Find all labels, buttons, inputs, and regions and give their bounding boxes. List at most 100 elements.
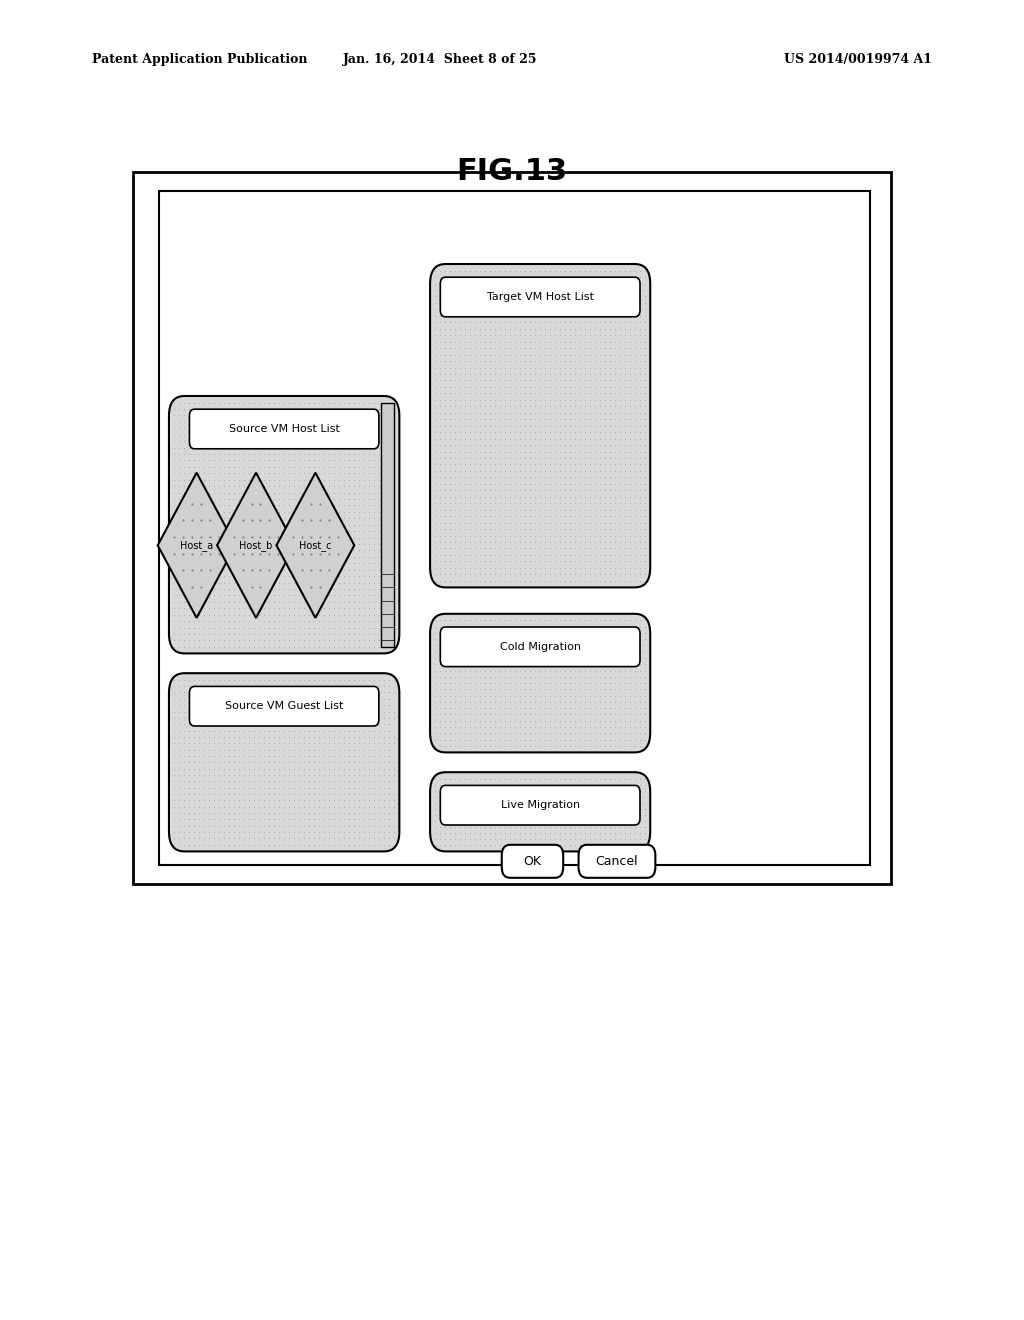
Point	[301, 430, 317, 451]
Point	[542, 286, 558, 308]
Point	[562, 421, 579, 442]
Point	[366, 488, 382, 510]
Point	[492, 325, 508, 346]
Point	[442, 635, 459, 656]
Point	[196, 623, 212, 644]
Point	[356, 502, 373, 523]
Point	[166, 739, 182, 760]
Point	[582, 370, 598, 391]
Point	[497, 376, 513, 397]
Point	[562, 441, 579, 462]
Point	[356, 676, 373, 697]
Point	[527, 834, 544, 855]
Point	[597, 492, 613, 513]
Point	[572, 338, 589, 359]
Point	[632, 616, 648, 638]
Point	[286, 789, 302, 810]
Point	[366, 565, 382, 586]
Point	[331, 430, 347, 451]
Point	[557, 325, 573, 346]
Point	[597, 383, 613, 404]
Point	[607, 519, 624, 540]
Point	[627, 816, 643, 837]
Point	[241, 746, 257, 767]
Point	[477, 834, 494, 855]
Point	[482, 834, 499, 855]
Point	[442, 710, 459, 731]
Point	[226, 636, 243, 657]
Point	[452, 828, 468, 849]
Point	[346, 424, 362, 445]
Point	[427, 447, 443, 469]
Point	[512, 564, 528, 585]
Point	[572, 622, 589, 643]
Point	[567, 363, 584, 384]
Point	[356, 669, 373, 690]
Point	[482, 768, 499, 789]
Point	[542, 414, 558, 436]
Point	[171, 417, 187, 438]
Point	[567, 735, 584, 756]
Point	[276, 803, 293, 824]
Point	[487, 616, 504, 638]
Point	[597, 610, 613, 631]
Point	[557, 544, 573, 565]
Point	[311, 475, 328, 496]
Point	[552, 678, 568, 700]
Point	[547, 260, 563, 281]
Point	[166, 821, 182, 842]
Point	[286, 572, 302, 593]
Point	[231, 605, 248, 626]
Point	[622, 685, 638, 706]
Point	[296, 457, 312, 478]
Point	[607, 267, 624, 288]
Point	[452, 356, 468, 378]
Point	[176, 546, 193, 568]
Point	[326, 560, 342, 581]
Point	[386, 708, 402, 729]
Point	[437, 428, 454, 449]
Point	[261, 430, 278, 451]
Point	[522, 292, 539, 313]
Point	[231, 430, 248, 451]
Point	[376, 572, 392, 593]
Point	[457, 570, 473, 591]
Point	[331, 758, 347, 779]
Point	[607, 280, 624, 301]
Point	[587, 775, 603, 796]
Point	[221, 676, 238, 697]
Point	[206, 437, 222, 458]
Point	[467, 647, 483, 668]
Point	[251, 508, 267, 529]
Point	[266, 821, 283, 842]
Point	[376, 789, 392, 810]
Point	[221, 669, 238, 690]
Point	[256, 616, 272, 638]
Point	[607, 454, 624, 475]
Point	[512, 492, 528, 513]
Point	[582, 717, 598, 738]
Point	[472, 519, 488, 540]
Point	[356, 546, 373, 568]
Point	[381, 412, 397, 433]
Point	[587, 792, 603, 813]
Point	[447, 704, 464, 725]
Point	[582, 804, 598, 825]
Point	[366, 630, 382, 651]
Point	[472, 356, 488, 378]
Point	[376, 803, 392, 824]
Point	[346, 828, 362, 849]
Point	[462, 635, 478, 656]
Point	[487, 799, 504, 820]
Point	[537, 414, 553, 436]
Point	[296, 560, 312, 581]
Point	[216, 424, 232, 445]
Point	[452, 834, 468, 855]
Point	[632, 325, 648, 346]
Point	[597, 506, 613, 527]
Point	[276, 475, 293, 496]
Point	[582, 286, 598, 308]
Point	[371, 708, 387, 729]
Point	[190, 463, 207, 484]
Point	[616, 678, 633, 700]
